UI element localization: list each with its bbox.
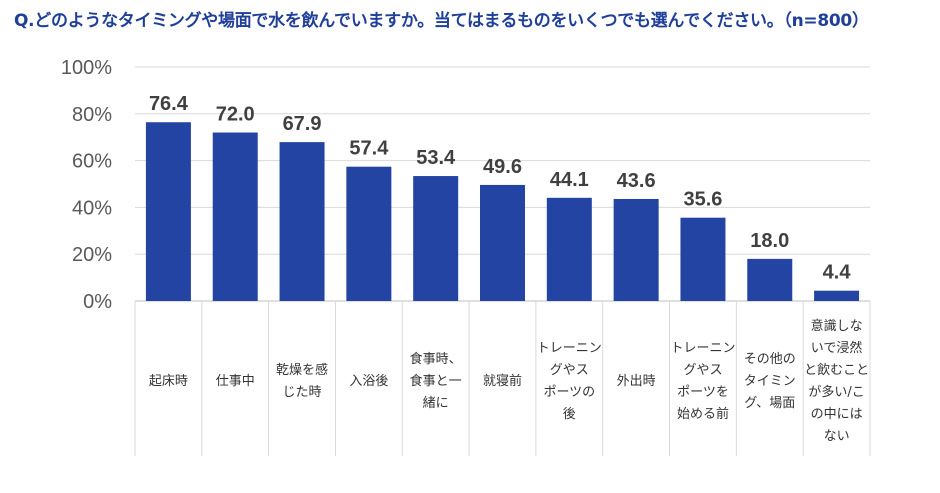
category-label-line: 緒に xyxy=(423,396,449,411)
category-label: 就寝前 xyxy=(483,373,522,389)
category-label: 意識しないで浸然と飲むことが多い/この中にはない xyxy=(804,318,869,444)
bar xyxy=(480,184,525,301)
category-label: 外出時 xyxy=(617,374,656,389)
bar xyxy=(413,176,459,301)
bar xyxy=(613,198,659,301)
bar xyxy=(212,132,258,301)
category-label-line: 始める前 xyxy=(677,406,729,422)
category-label: 仕事中 xyxy=(216,374,255,389)
category-label-line: ポーツの xyxy=(543,385,595,400)
category-label-line: 起床時 xyxy=(149,374,188,389)
data-label: 76.4 xyxy=(149,93,189,115)
category-label-line: と飲むこと xyxy=(804,362,869,378)
data-label: 72.0 xyxy=(216,104,255,126)
category-label-line: グ、場面 xyxy=(744,396,795,411)
y-tick-label: 40% xyxy=(72,197,112,219)
category-label-line: が多い/こ xyxy=(808,384,864,400)
category-label-line: 後 xyxy=(563,407,576,422)
y-tick-label: 60% xyxy=(72,151,112,173)
y-axis-ticks: 0% 20% 40% 60% 80% 100% xyxy=(61,57,112,313)
category-label-line: タイミン xyxy=(744,374,796,389)
category-label-line: ない xyxy=(824,429,850,444)
category-labels: 起床時 仕事中乾燥を感じた時入浴後食事時、食事と一緒に就寝前トレーニングやスポーツ… xyxy=(149,318,869,444)
bar xyxy=(279,142,325,301)
category-label-line: グやス xyxy=(683,363,722,378)
category-label-line: じた時 xyxy=(283,385,322,400)
category-label-line: の中には xyxy=(811,407,863,422)
category-label-line: 乾燥を感 xyxy=(276,362,328,378)
category-label-line: 食事時、 xyxy=(410,351,462,367)
chart-title: Q.どのようなタイミングや場面で水を飲んでいますか。当てはまるものをいくつでも選… xyxy=(14,11,869,31)
category-label: 起床時 xyxy=(149,374,188,389)
category-label-line: 外出時 xyxy=(617,374,656,389)
category-label-line: 就寝前 xyxy=(483,373,522,389)
category-label-line: その他の xyxy=(744,352,796,367)
data-label: 67.9 xyxy=(283,113,322,135)
bar xyxy=(747,258,793,301)
y-tick-label: 20% xyxy=(72,244,112,266)
category-label-line: グやス xyxy=(550,363,589,378)
category-label: 入浴後 xyxy=(349,374,388,389)
category-label: トレーニングやスポーツの後 xyxy=(537,341,602,422)
data-label: 57.4 xyxy=(349,138,389,160)
data-label: 43.6 xyxy=(617,170,656,192)
category-label: その他のタイミング、場面 xyxy=(744,352,796,411)
category-label-line: 仕事中 xyxy=(216,374,255,389)
data-label: 35.6 xyxy=(683,189,722,211)
category-label-line: いで浸然 xyxy=(811,340,863,356)
category-label: トレーニングやスポーツを始める前 xyxy=(670,341,735,422)
bar xyxy=(814,290,860,301)
category-label-line: ポーツを xyxy=(677,385,729,400)
category-label-line: トレーニン xyxy=(670,341,735,356)
category-label-line: 意識しな xyxy=(811,318,863,334)
bar xyxy=(346,166,392,301)
data-label: 49.6 xyxy=(483,156,522,178)
category-label-line: 食事と一 xyxy=(410,373,462,389)
category-label-line: 入浴後 xyxy=(349,374,388,389)
data-label: 4.4 xyxy=(823,262,852,284)
data-label: 18.0 xyxy=(750,230,789,252)
data-label: 53.4 xyxy=(416,147,456,169)
y-tick-label: 100% xyxy=(61,57,112,79)
data-labels: 76.4 72.0 67.9 57.4 53.4 49.6 44.1 43.6 35.6 18.0… xyxy=(149,93,851,283)
bar xyxy=(546,197,592,301)
bar xyxy=(680,217,726,301)
category-label: 食事時、食事と一緒に xyxy=(410,351,462,411)
y-tick-label: 80% xyxy=(72,104,112,126)
data-label: 44.1 xyxy=(550,169,589,191)
bars xyxy=(145,122,860,301)
category-label: 乾燥を感じた時 xyxy=(276,362,328,400)
y-tick-label: 0% xyxy=(83,291,112,313)
category-label-line: トレーニン xyxy=(537,341,602,356)
bar xyxy=(145,122,191,301)
